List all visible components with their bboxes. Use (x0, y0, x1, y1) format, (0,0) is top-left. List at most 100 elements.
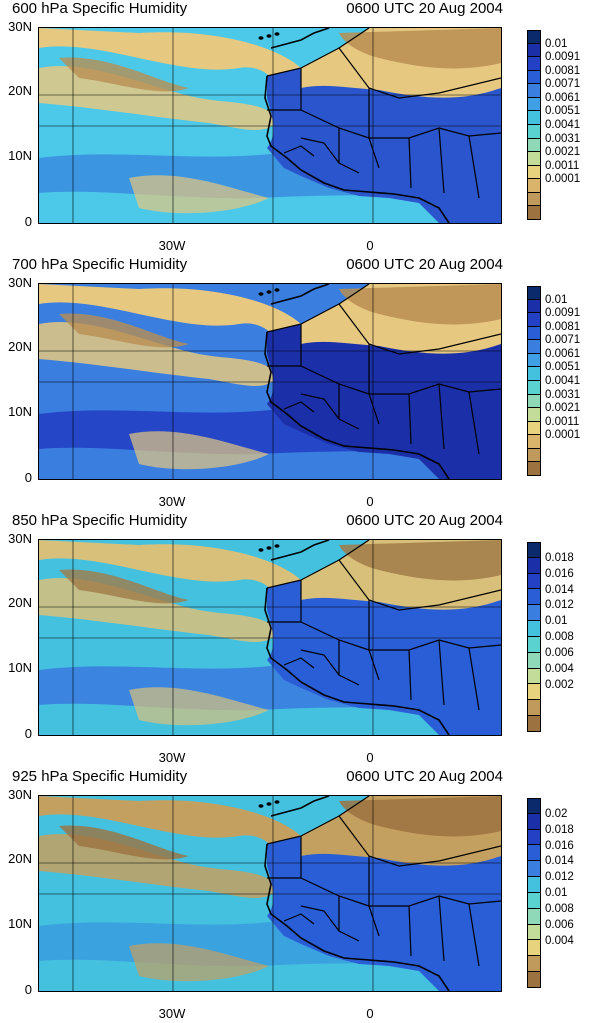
colorbar-swatch (527, 30, 600, 44)
colorbar-label: 0.02 (545, 807, 568, 820)
latitude-label: 10N (8, 404, 32, 419)
latitude-label: 0 (24, 982, 32, 997)
map-canvas (39, 284, 501, 479)
colorbar-swatch (527, 684, 600, 701)
colorbar-label: 0.0021 (545, 146, 581, 159)
colorbar-label: 0.006 (545, 918, 574, 931)
colorbar-label: 0.012 (545, 871, 574, 884)
colorbar-swatch (527, 435, 600, 449)
colorbar-swatch (527, 621, 600, 637)
colorbar-label: 0.01 (545, 37, 568, 50)
panel-time: 0600 UTC 20 Aug 2004 (346, 256, 503, 273)
colorbar-swatch (527, 152, 600, 166)
colorbar-swatch (527, 542, 600, 558)
colorbar-label: 0.0071 (545, 78, 581, 91)
colorbar-label: 0.0091 (545, 307, 581, 320)
colorbar-swatch (527, 636, 600, 653)
island-marker (258, 804, 264, 808)
panel-title: 925 hPa Specific Humidity (12, 768, 188, 785)
dry-air-region (39, 28, 301, 108)
colorbar-label: 0.0081 (545, 320, 581, 333)
colorbar-swatch (527, 124, 600, 139)
colorbar-label: 0.0041 (545, 375, 581, 387)
colorbar-swatch (527, 557, 600, 574)
latitude-label: 20N (8, 339, 32, 354)
colorbar-swatch (527, 353, 600, 368)
dry-air-region (39, 321, 279, 386)
latitude-label: 30N (8, 275, 32, 290)
dry-air-region (129, 943, 269, 982)
map-canvas (39, 28, 501, 223)
latitude-label: 0 (24, 214, 32, 229)
island-marker (266, 802, 272, 806)
island-marker (274, 32, 280, 36)
dry-air-region (39, 65, 279, 130)
colorbar-swatch (527, 299, 600, 314)
colorbar-swatch (527, 326, 600, 341)
panel-3: 850 hPa Specific Humidity 0600 UTC 20 Aug… (0, 512, 600, 767)
panel-time: 0600 UTC 20 Aug 2004 (346, 768, 503, 785)
colorbar-label: 0.0031 (545, 388, 581, 401)
panel-2: 700 hPa Specific Humidity 0600 UTC 20 Aug… (0, 256, 600, 511)
longitude-label: 30W (158, 494, 186, 509)
colorbar-label: 0.01 (545, 293, 568, 306)
very-dry-streak (59, 569, 189, 604)
island-marker (258, 548, 264, 552)
colorbar-swatch (527, 877, 600, 893)
colorbar-swatch (527, 165, 600, 180)
colorbar-swatch (527, 380, 600, 395)
colorbar-label: 0.018 (545, 551, 574, 564)
dry-air-region (129, 687, 269, 726)
colorbar-label: 0.014 (545, 583, 574, 596)
latitude-label: 30N (8, 531, 32, 546)
coastline (264, 28, 450, 223)
latitude-label: 30N (8, 787, 32, 802)
very-dry-streak (59, 57, 189, 92)
panel-title: 600 hPa Specific Humidity (12, 0, 188, 17)
colorbar: 0.018 0.016 0.014 0.012 0.01 0.008 0.006 0.004 0… (527, 542, 600, 732)
colorbar-label: 0.002 (545, 678, 574, 691)
sahara-very-dry-core (339, 28, 501, 69)
colorbar-swatch (527, 924, 600, 941)
panel-4: 925 hPa Specific Humidity 0600 UTC 20 Aug… (0, 768, 600, 1023)
colorbar: 0.01 0.0091 0.0081 0.0071 0.0061 0.0051 0.0041… (527, 286, 600, 476)
dry-air-region (39, 540, 301, 620)
island-marker (266, 34, 272, 38)
colorbar: 0.02 0.018 0.016 0.014 0.012 0.01 0.008 0.006 0.… (527, 798, 600, 988)
country-borders (266, 796, 501, 967)
colorbar-swatch (527, 70, 600, 85)
latitude-label: 10N (8, 916, 32, 931)
colorbar-label: 0.004 (545, 662, 574, 675)
colorbar-label: 0.0081 (545, 64, 581, 77)
longitude-label: 0 (366, 750, 374, 765)
latitude-label: 10N (8, 148, 32, 163)
colorbar-label: 0.008 (545, 631, 574, 643)
dry-air-region (39, 284, 301, 364)
colorbar-label: 0.0051 (545, 105, 581, 118)
island-marker (266, 546, 272, 550)
colorbar-swatch (527, 813, 600, 830)
colorbar-swatch (527, 589, 600, 606)
colorbar-swatch (527, 408, 600, 422)
colorbar-label: 0.004 (545, 934, 574, 947)
colorbar-label: 0.016 (545, 567, 574, 580)
latitude-label: 0 (24, 470, 32, 485)
colorbar-label: 0.0061 (545, 347, 581, 360)
longitude-label: 30W (158, 238, 186, 253)
panel-title: 850 hPa Specific Humidity (12, 512, 188, 529)
sahara-very-dry-core (339, 796, 501, 837)
colorbar-swatch (527, 192, 600, 207)
very-dry-streak (59, 313, 189, 348)
colorbar-label: 0.0051 (545, 361, 581, 374)
longitude-label: 30W (158, 750, 186, 765)
sahara-very-dry-core (339, 284, 501, 325)
map-canvas (39, 540, 501, 735)
colorbar-label: 0.01 (545, 615, 568, 628)
colorbar-swatch (527, 111, 600, 125)
colorbar: 0.01 0.0091 0.0081 0.0071 0.0061 0.0051 0.0041… (527, 30, 600, 220)
island-marker (266, 290, 272, 294)
panel-time: 0600 UTC 20 Aug 2004 (346, 0, 503, 17)
colorbar-swatch (527, 972, 600, 988)
colorbar-label: 0.008 (545, 902, 574, 915)
colorbar-swatch (527, 43, 600, 58)
